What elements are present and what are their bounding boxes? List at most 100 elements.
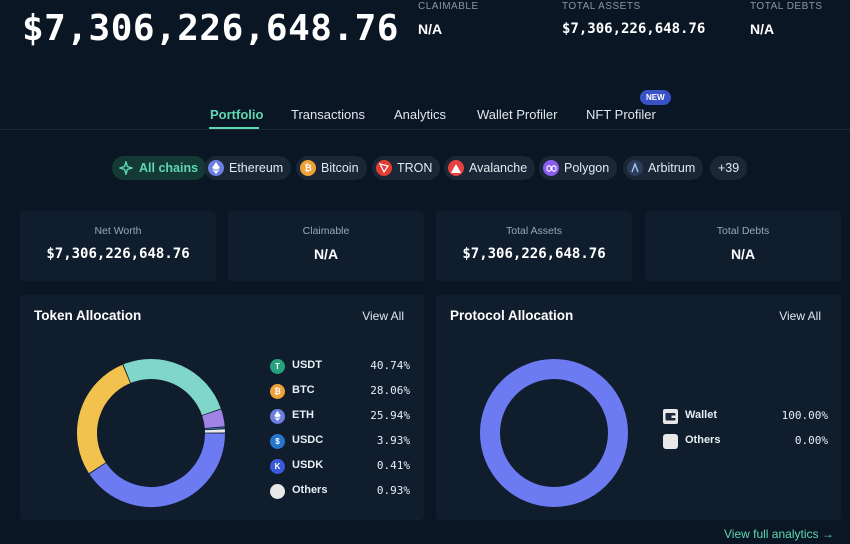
chain-chip-label: TRON (397, 161, 433, 175)
header-claimable-value: N/A (418, 21, 443, 37)
claimable-value: N/A (313, 246, 339, 262)
token-allocation-donut (77, 359, 225, 507)
legend-name: ETH (292, 409, 314, 421)
chain-chip-polygon[interactable]: Polygon (539, 156, 618, 180)
total-balance: $7,306,226,648.76 (22, 8, 399, 49)
legend-pct: 0.93% (376, 484, 410, 497)
legend-row-btc: ₿ BTC 28.06% (270, 383, 410, 399)
legend-name: BTC (292, 384, 315, 396)
chain-chip-label: Ethereum (229, 161, 284, 175)
legend-name: Others (292, 484, 328, 496)
view-full-analytics-link[interactable]: View full analytics → (724, 527, 834, 541)
legend-row-usdt: T USDT 40.74% (270, 358, 410, 374)
token-slice-usdt (89, 433, 225, 507)
bitcoin-icon: ₿ (270, 383, 285, 399)
wallet-icon (663, 408, 678, 424)
tron-icon (376, 160, 392, 176)
legend-row-eth: ETH 25.94% (270, 408, 410, 424)
legend-row-usdc: $ USDC 3.93% (270, 433, 410, 449)
chain-filter: All chains Ethereum ₿ Bitcoin TRON Avala… (0, 156, 850, 180)
tab-portfolio[interactable]: Portfolio (210, 107, 264, 122)
claimable-label: Claimable (302, 225, 350, 237)
legend-pct: 3.93% (376, 434, 410, 447)
total-assets-label: Total Assets (505, 225, 563, 237)
chain-chip-label: Avalanche (469, 161, 528, 175)
token-slice-eth (123, 359, 221, 416)
header-total-assets: TOTAL ASSETS $7,306,226,648.76 (562, 1, 705, 37)
tether-icon: T (270, 358, 285, 374)
legend-name: USDT (292, 359, 322, 371)
chain-chip-ethereum[interactable]: Ethereum (204, 156, 292, 180)
arrow-right-icon: → (821, 527, 834, 541)
protocol-slice-wallet (480, 359, 628, 507)
header-claimable: CLAIMABLE N/A (418, 1, 479, 37)
total-debts-card: Total Debts N/A (645, 211, 841, 281)
chain-chip-tron[interactable]: TRON (372, 156, 441, 180)
chain-chip-avalanche[interactable]: Avalanche (444, 156, 536, 180)
legend-pct: 25.94% (370, 409, 410, 422)
net-worth-card: Net Worth $7,306,226,648.76 (20, 211, 216, 281)
chain-chip-arbitrum[interactable]: Arbitrum (623, 156, 704, 180)
usdk-icon: K (270, 458, 285, 474)
tab-nft-profiler[interactable]: NFT Profiler (586, 107, 656, 122)
legend-pct: 28.06% (370, 384, 410, 397)
protocol-allocation-view-all[interactable]: View All (779, 309, 821, 323)
others-icon (270, 483, 285, 499)
legend-pct: 100.00% (781, 409, 828, 422)
chain-chip-more[interactable]: +39 (710, 156, 748, 180)
legend-row-wallet: Wallet 100.00% (663, 408, 828, 424)
token-slice-usdc (202, 409, 225, 429)
others-icon (663, 433, 678, 449)
chain-chip-label: All chains (139, 161, 199, 175)
legend-name: Others (685, 434, 721, 446)
protocol-allocation-donut (480, 359, 628, 507)
legend-pct: 40.74% (370, 359, 410, 372)
legend-name: USDK (292, 459, 324, 471)
header-claimable-label: CLAIMABLE (418, 1, 479, 12)
chain-chip-all[interactable]: All chains (112, 156, 207, 180)
total-debts-label: Total Debts (716, 225, 770, 237)
polygon-icon (543, 160, 559, 176)
token-allocation-title: Token Allocation (34, 308, 142, 323)
legend-name: USDC (292, 434, 324, 446)
tab-transactions[interactable]: Transactions (291, 107, 365, 122)
chain-chip-bitcoin[interactable]: ₿ Bitcoin (296, 156, 367, 180)
ethereum-icon (270, 408, 285, 424)
chain-chip-label: Arbitrum (648, 161, 696, 175)
legend-name: Wallet (685, 409, 717, 421)
avalanche-icon (448, 160, 464, 176)
token-slice-btc (77, 364, 131, 474)
legend-row-usdk: K USDK 0.41% (270, 458, 410, 474)
chain-chip-label: Polygon (564, 161, 610, 175)
main-tabs: Portfolio Transactions Analytics Wallet … (0, 96, 850, 130)
total-assets-value: $7,306,226,648.76 (462, 246, 606, 262)
new-badge: NEW (640, 90, 671, 105)
chain-chip-more-label: +39 (718, 161, 740, 175)
tab-wallet-profiler[interactable]: Wallet Profiler (477, 107, 558, 122)
legend-pct: 0.00% (794, 434, 828, 447)
chain-chip-label: Bitcoin (321, 161, 359, 175)
header-total-assets-label: TOTAL ASSETS (562, 1, 641, 12)
usdc-icon: $ (270, 433, 285, 449)
tab-analytics[interactable]: Analytics (394, 107, 447, 122)
view-full-analytics-label: View full analytics (724, 527, 819, 541)
sparkle-icon (118, 160, 134, 176)
net-worth-value: $7,306,226,648.76 (46, 246, 190, 262)
header-total-debts: TOTAL DEBTS N/A (750, 1, 823, 37)
legend-row-others: Others 0.00% (663, 433, 828, 449)
net-worth-label: Net Worth (94, 225, 142, 237)
protocol-allocation-panel: Protocol Allocation View All Wallet 100.… (436, 295, 841, 520)
token-allocation-panel: Token Allocation View All T USDT 40.74% … (20, 295, 424, 520)
header-total-assets-value: $7,306,226,648.76 (562, 21, 706, 37)
ethereum-icon (208, 160, 224, 176)
legend-pct: 0.41% (376, 459, 410, 472)
claimable-card: Claimable N/A (228, 211, 424, 281)
total-assets-card: Total Assets $7,306,226,648.76 (436, 211, 632, 281)
header-total-debts-label: TOTAL DEBTS (750, 1, 823, 12)
bitcoin-icon: ₿ (300, 160, 316, 176)
token-allocation-view-all[interactable]: View All (362, 309, 404, 323)
protocol-allocation-title: Protocol Allocation (450, 308, 574, 323)
total-debts-value: N/A (730, 246, 756, 262)
arbitrum-icon (627, 160, 643, 176)
legend-row-others: Others 0.93% (270, 483, 410, 499)
